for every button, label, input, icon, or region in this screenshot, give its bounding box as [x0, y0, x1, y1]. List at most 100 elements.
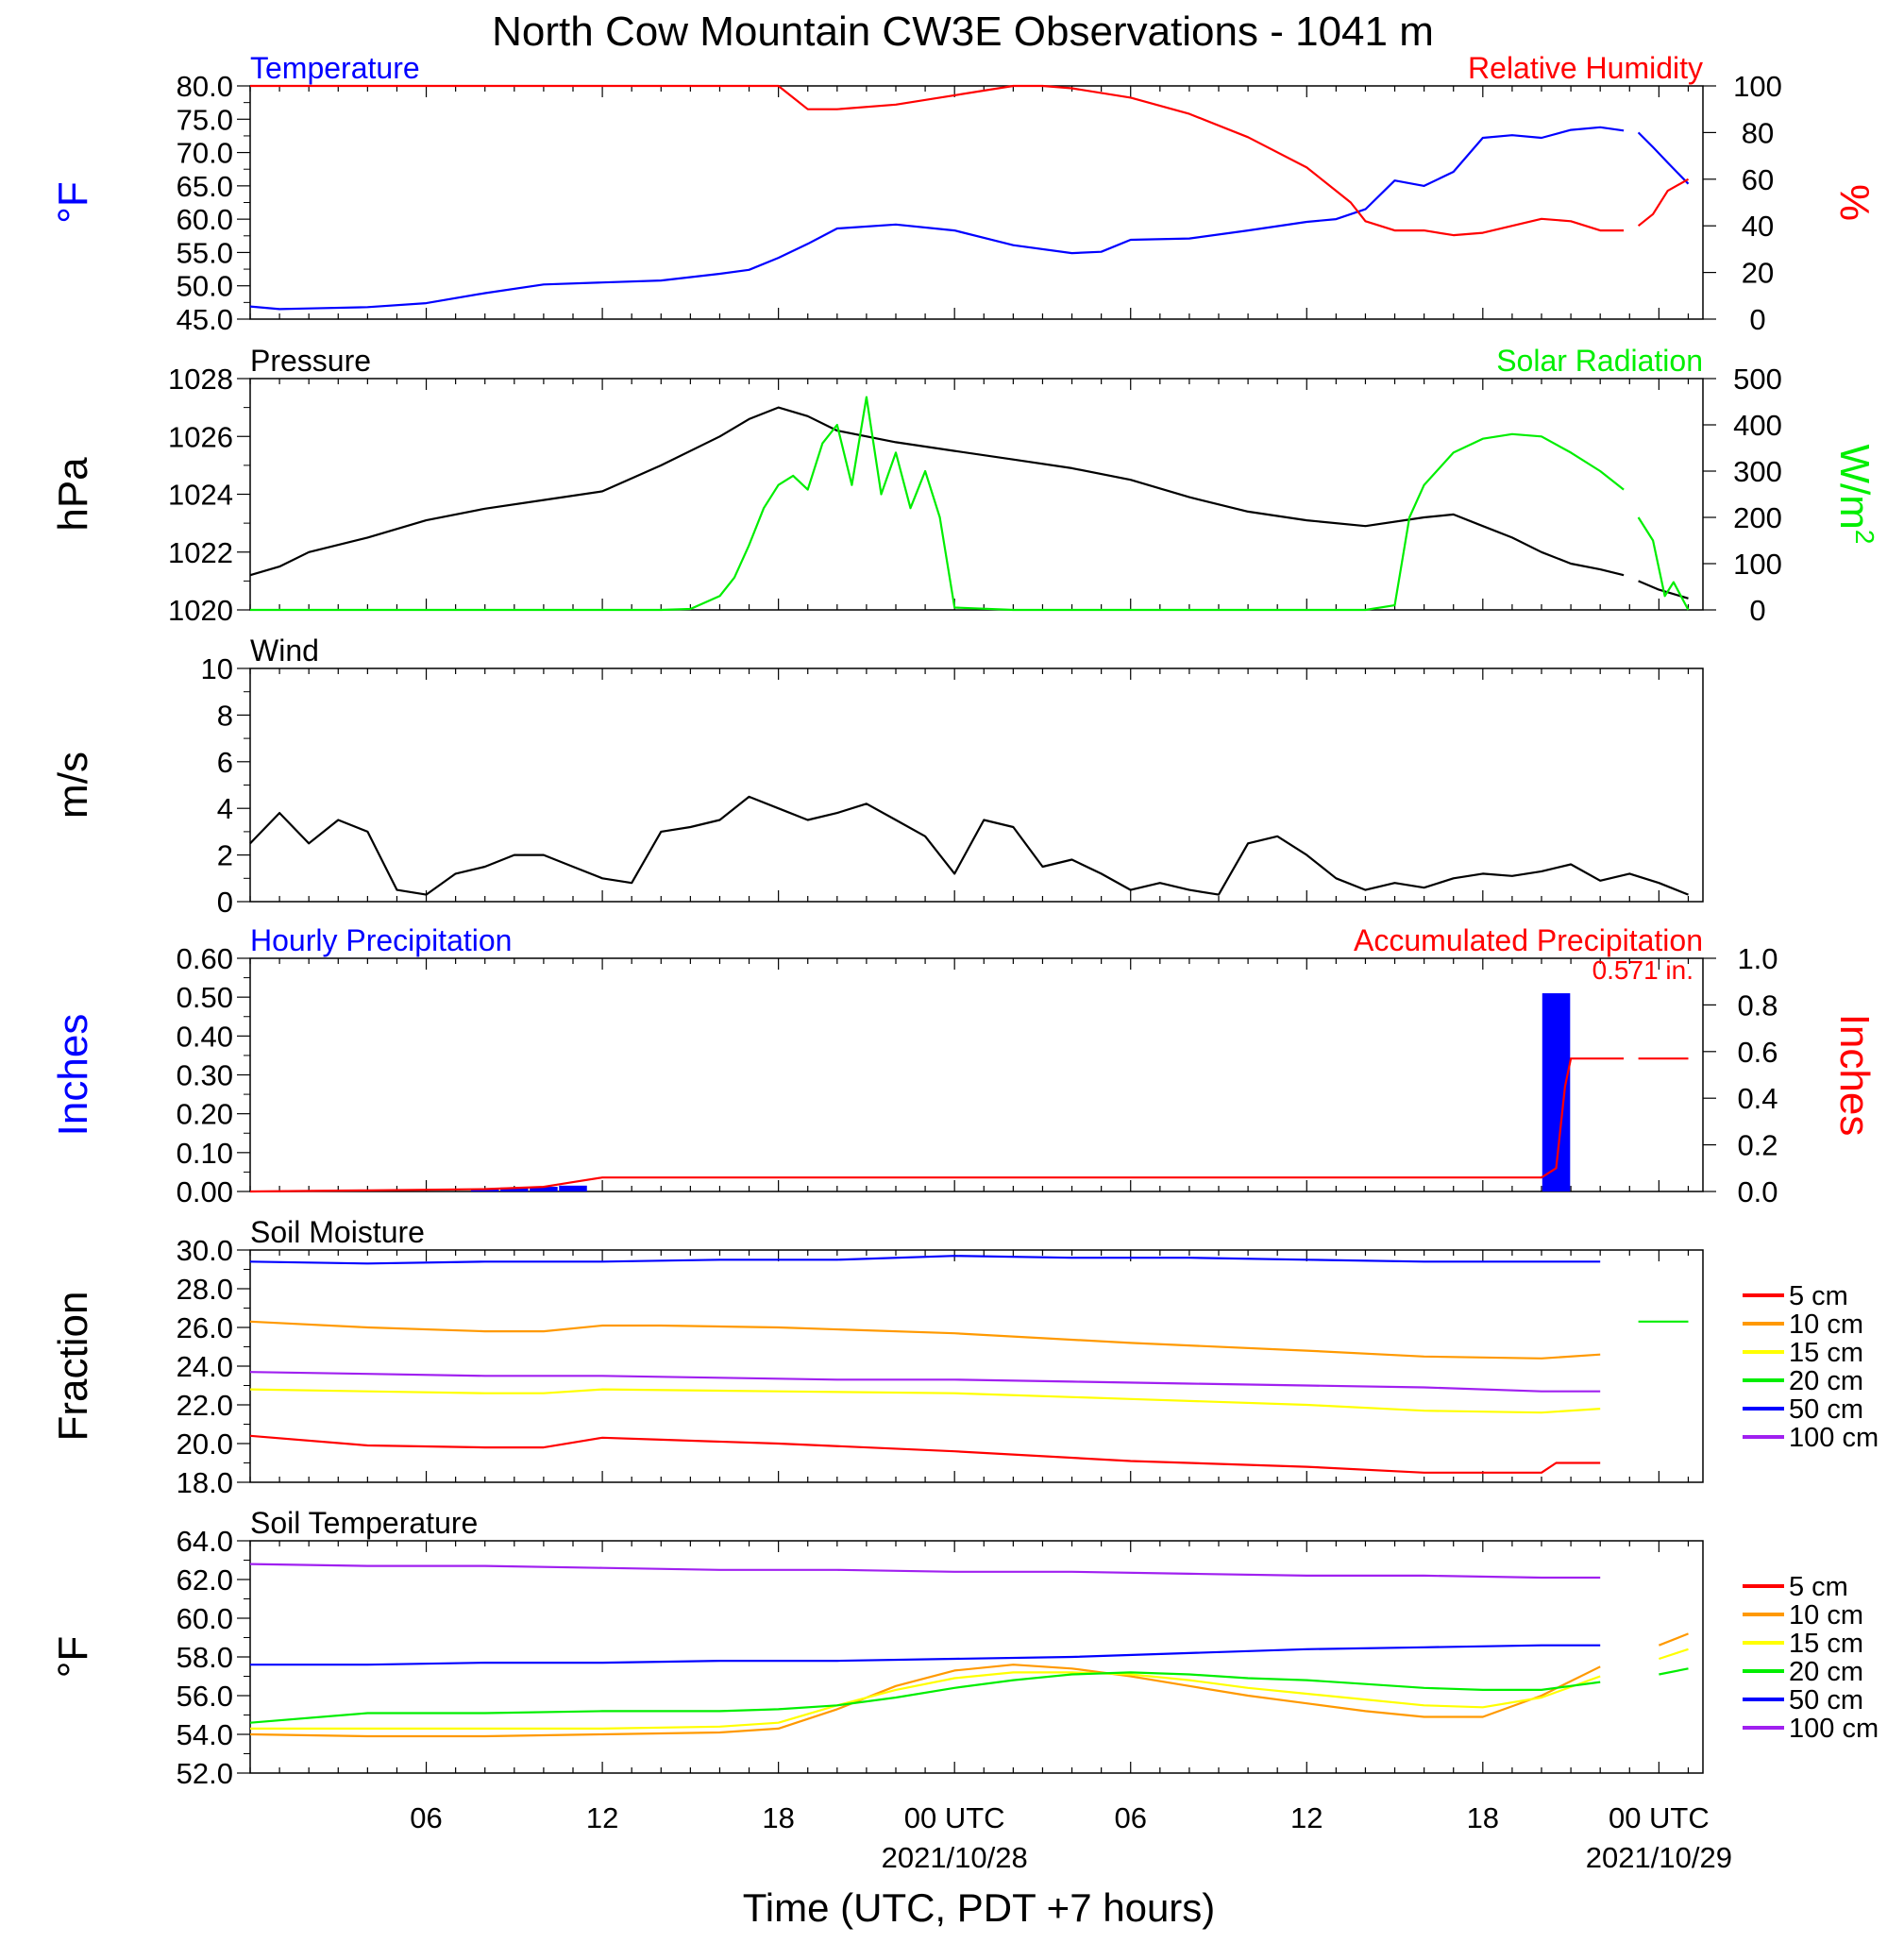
y-axis-label: m/s: [50, 752, 96, 819]
panel-title-left: Soil Temperature: [250, 1506, 478, 1540]
legend-label: 5 cm: [1789, 1281, 1848, 1311]
y-tick-label: 1022: [168, 536, 233, 569]
y-tick-label: 52.0: [177, 1757, 233, 1790]
y-right-tick-label: 60: [1742, 163, 1774, 196]
y-right-tick-label: 20: [1742, 257, 1774, 290]
y-tick-label: 60.0: [177, 203, 233, 236]
x-axis-label: Time (UTC, PDT +7 hours): [743, 1885, 1216, 1930]
y-right-tick-label: 0.0: [1737, 1175, 1778, 1208]
y-axis-label-right: Inches: [1831, 1014, 1878, 1137]
y-tick-label: 56.0: [177, 1680, 233, 1713]
y-tick-label: 0.00: [177, 1175, 233, 1208]
x-axis: 06 12 18 00 UTC 2021/10/28 06 12 18 00 UTC 2021/1…: [410, 1801, 1732, 1874]
panel-frame: [249, 85, 1704, 320]
y-tick-label: 75.0: [177, 103, 233, 136]
legend-label: 20 cm: [1789, 1366, 1863, 1396]
precip-total-annotation: 0.571 in.: [1592, 955, 1693, 985]
series-line-100cm: [250, 1564, 1689, 1578]
y-right-tick-label: 200: [1733, 501, 1782, 534]
precipitation-panel: 0.00 0.10 0.20 0.30 0.40 0.50 0.60 0.0 0.2 0.4 0.6…: [50, 923, 1878, 1208]
x-tick-label: 18: [762, 1801, 794, 1834]
series-line-100cm: [250, 1372, 1689, 1392]
y-tick-label: 0.50: [177, 981, 233, 1014]
y-right-tick-label: 0.4: [1737, 1082, 1778, 1115]
panel-frame: [249, 667, 1704, 903]
pressure-panel: 1020 1022 1024 1026 1028 0 100 200 300 400 500 Pres…: [50, 344, 1879, 627]
series-line: [249, 795, 1689, 896]
series-line-10cm: [250, 1322, 1689, 1359]
y-tick-label: 55.0: [177, 236, 233, 269]
y-axis-label-right: %: [1831, 184, 1878, 221]
y-tick-label: 50.0: [177, 270, 233, 303]
y-tick-label: 0: [217, 886, 233, 919]
y-tick-label: 62.0: [177, 1563, 233, 1597]
legend-label: 15 cm: [1789, 1629, 1863, 1659]
series-line-10cm: [249, 1632, 1689, 1738]
y-tick-label: 20.0: [177, 1428, 233, 1461]
x-tick-label: 18: [1467, 1801, 1499, 1834]
y-tick-label: 0.30: [177, 1059, 233, 1092]
legend-label: 5 cm: [1789, 1572, 1848, 1602]
legend-label: 10 cm: [1789, 1309, 1863, 1340]
accumulated-precip-line: [249, 1057, 1689, 1193]
precip-bar: [530, 1187, 558, 1191]
y-tick-label: 45.0: [177, 303, 233, 336]
panel-title-right: Relative Humidity: [1468, 51, 1703, 85]
series-line-50cm: [250, 1256, 1689, 1263]
y-tick-label: 26.0: [177, 1311, 233, 1344]
y-tick-label: 58.0: [177, 1641, 233, 1674]
legend-label: 100 cm: [1789, 1714, 1879, 1744]
y-tick-label: 8: [217, 699, 233, 732]
y-tick-label: 0.60: [177, 942, 233, 975]
panel-title-left: Temperature: [250, 51, 420, 85]
y-right-tick-label: 40: [1742, 210, 1774, 243]
y-axis-label: °F: [50, 181, 96, 223]
series-line-5cm: [250, 1436, 1689, 1473]
y-right-tick-label: 100: [1733, 548, 1782, 581]
temperature-panel: 45.050.055.060.065.070.075.080.0 0 20 40 60 8…: [50, 51, 1878, 336]
y-axis-label: °F: [50, 1636, 96, 1678]
x-tick-label: 00 UTC: [904, 1801, 1005, 1834]
y-tick-label: 54.0: [177, 1718, 233, 1751]
x-tick-label: 12: [586, 1801, 618, 1834]
panel-title-right: Accumulated Precipitation: [1354, 923, 1703, 957]
y-tick-label: 18.0: [177, 1466, 233, 1499]
y-axis-label-right: W/m2: [1831, 445, 1879, 545]
x-tick-date: 2021/10/28: [882, 1841, 1028, 1874]
series-line-15cm: [250, 1390, 1689, 1413]
y-right-tick-label: 80: [1742, 116, 1774, 149]
y-tick-label: 28.0: [177, 1273, 233, 1306]
y-tick-label: 4: [217, 792, 233, 825]
y-tick-label: 2: [217, 839, 233, 872]
precip-bar: [559, 1185, 587, 1191]
y-tick-label: 24.0: [177, 1350, 233, 1383]
soil-temperature-panel: 52.0 54.0 56.0 58.0 60.0 62.0 64.0 Soil Tempera…: [50, 1506, 1879, 1790]
y-tick-label: 70.0: [177, 137, 233, 170]
panel-frame: [249, 957, 1704, 1192]
y-tick-label: 1024: [168, 479, 233, 512]
precip-bar: [470, 1189, 499, 1191]
y-right-tick-label: 400: [1733, 409, 1782, 442]
y-right-tick-label: 0: [1749, 594, 1765, 627]
series-line-50cm: [250, 1646, 1689, 1665]
series-line: [249, 126, 1690, 311]
y-tick-label: 22.0: [177, 1389, 233, 1422]
series-line-15cm: [250, 1647, 1689, 1730]
y-right-tick-label: 500: [1733, 363, 1782, 396]
y-tick-label: 60.0: [177, 1602, 233, 1635]
y-axis-label: hPa: [50, 457, 96, 532]
x-tick-date: 2021/10/29: [1586, 1841, 1732, 1874]
y-tick-label: 0.20: [177, 1098, 233, 1131]
y-right-tick-label: 0.6: [1737, 1036, 1778, 1069]
x-tick-label: 12: [1290, 1801, 1323, 1834]
y-tick-label: 0.40: [177, 1020, 233, 1053]
legend-label: 50 cm: [1789, 1685, 1863, 1715]
panel-title-left: Pressure: [250, 344, 371, 378]
soil-moisture-panel: 18.0 20.0 22.0 24.0 26.0 28.0 30.0 Soil Moistur…: [50, 1215, 1879, 1499]
panel-title-left: Hourly Precipitation: [250, 923, 512, 957]
y-tick-label: 65.0: [177, 170, 233, 203]
y-right-tick-label: 100: [1733, 70, 1782, 103]
y-tick-label: 1026: [168, 420, 233, 453]
series-line: [250, 396, 1690, 612]
